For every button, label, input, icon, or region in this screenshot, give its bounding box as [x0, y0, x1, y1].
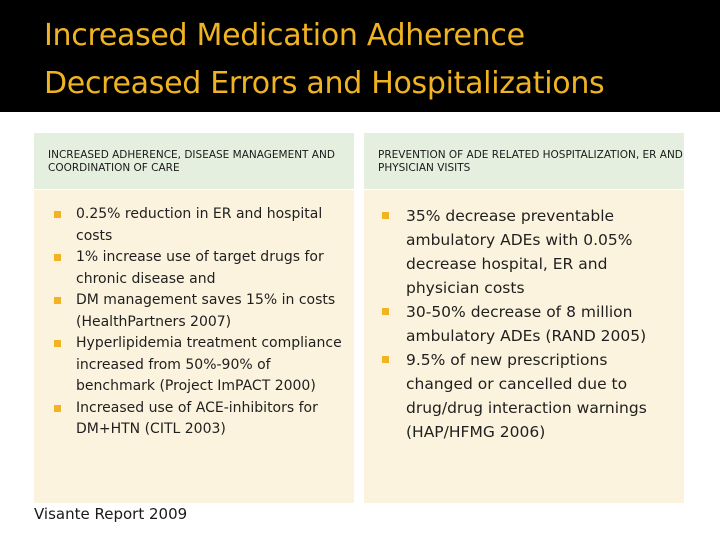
list-item: 30-50% decrease of 8 million ambulatory …	[382, 300, 674, 348]
slide-title-line-1: Increased Medication Adherence	[44, 18, 525, 53]
list-item: Increased use of ACE-inhibitors for DM+H…	[54, 398, 344, 441]
left-column-body: 0.25% reduction in ER and hospital costs…	[34, 190, 354, 503]
square-bullet-icon	[382, 308, 389, 315]
list-item: Hyperlipidemia treatment compliance incr…	[54, 333, 344, 398]
bullet-text: DM management saves 15% in costs (Health…	[76, 292, 336, 330]
list-item: 1% increase use of target drugs for chro…	[54, 247, 344, 290]
title-bar: Increased Medication Adherence Decreased…	[0, 0, 720, 112]
right-column-body: 35% decrease preventable ambulatory ADEs…	[364, 190, 684, 503]
list-item: 35% decrease preventable ambulatory ADEs…	[382, 204, 674, 300]
left-bullet-list: 0.25% reduction in ER and hospital costs…	[54, 204, 344, 441]
bullet-text: Increased use of ACE-inhibitors for DM+H…	[76, 399, 318, 438]
square-bullet-icon	[54, 297, 61, 304]
right-bullet-list: 35% decrease preventable ambulatory ADEs…	[382, 204, 674, 444]
square-bullet-icon	[54, 211, 61, 218]
bullet-text: 1% increase use of target drugs for chro…	[76, 249, 324, 287]
square-bullet-icon	[54, 404, 61, 412]
list-item: 0.25% reduction in ER and hospital costs	[54, 204, 344, 247]
bullet-text: Hyperlipidemia treatment compliance incr…	[76, 335, 342, 394]
bullet-text: 30-50% decrease of 8 million ambulatory …	[406, 303, 647, 345]
left-column-heading: INCREASED ADHERENCE, DISEASE MANAGEMENT …	[34, 133, 354, 189]
slide-title-line-2: Decreased Errors and Hospitalizations	[44, 66, 605, 101]
square-bullet-icon	[54, 340, 61, 347]
right-column-heading: PREVENTION OF ADE RELATED HOSPITALIZATIO…	[364, 133, 684, 189]
list-item: DM management saves 15% in costs (Health…	[54, 290, 344, 333]
square-bullet-icon	[54, 254, 61, 261]
square-bullet-icon	[382, 212, 389, 219]
square-bullet-icon	[382, 356, 389, 363]
list-item: 9.5% of new prescriptions changed or can…	[382, 348, 674, 444]
bullet-text: 35% decrease preventable ambulatory ADEs…	[406, 207, 633, 297]
bullet-text: 0.25% reduction in ER and hospital costs	[76, 206, 323, 244]
bullet-text: 9.5% of new prescriptions changed or can…	[406, 351, 647, 441]
source-footnote: Visante Report 2009	[34, 505, 188, 523]
